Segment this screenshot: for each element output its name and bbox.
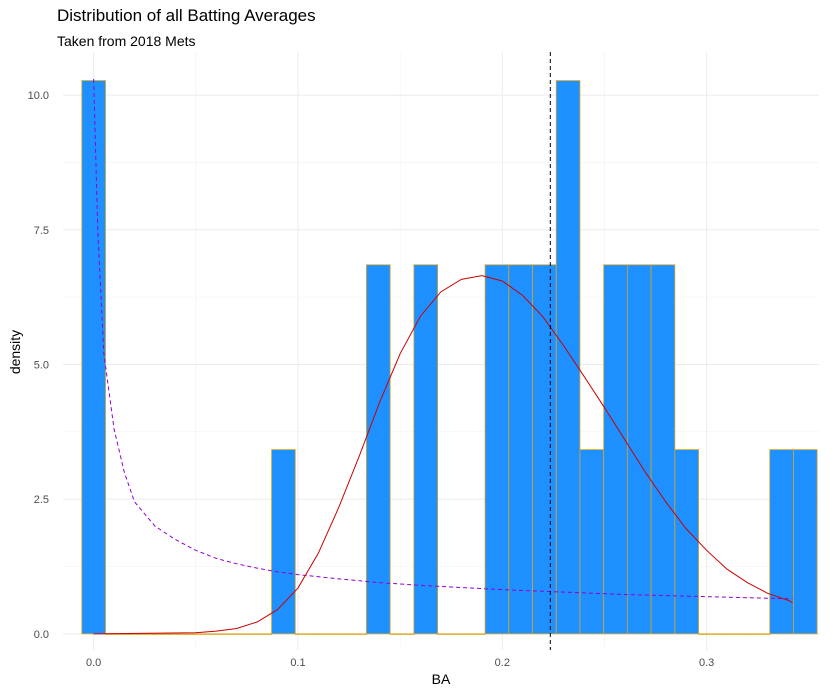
- histogram-bar: [128, 633, 154, 635]
- x-axis-title: BA: [432, 671, 451, 687]
- histogram-bar: [745, 633, 771, 635]
- y-tick-label: 7.5: [34, 225, 49, 237]
- histogram-bars: [81, 80, 818, 635]
- histogram-bar: [176, 633, 201, 635]
- histogram-bar: [603, 264, 628, 635]
- grid-lines: [63, 52, 819, 650]
- chart-title: Distribution of all Batting Averages: [57, 6, 316, 25]
- histogram-bar: [793, 449, 818, 635]
- histogram-bar: [698, 633, 723, 635]
- histogram-bar: [721, 633, 747, 635]
- histogram-bar: [579, 449, 605, 635]
- histogram-bar: [389, 633, 415, 635]
- chart-subtitle: Taken from 2018 Mets: [57, 33, 196, 49]
- y-tick-label: 10.0: [28, 90, 49, 102]
- histogram-bar: [199, 633, 225, 635]
- x-tick-label: 0.3: [699, 657, 714, 669]
- histogram-bar: [532, 264, 557, 635]
- histogram-bar: [413, 264, 439, 635]
- histogram-bar: [366, 264, 391, 635]
- kde-curve: [93, 78, 793, 600]
- histogram-bar: [318, 633, 344, 635]
- histogram-bar: [437, 633, 462, 635]
- y-tick-label: 2.5: [34, 494, 49, 506]
- histogram-bar: [650, 264, 676, 635]
- density-curves: [93, 52, 793, 650]
- x-tick-label: 0.2: [495, 657, 510, 669]
- histogram-bar: [555, 80, 581, 635]
- histogram-bar: [484, 264, 510, 635]
- histogram-bar: [460, 633, 486, 635]
- histogram-bar: [152, 633, 178, 635]
- histogram-bar: [223, 633, 249, 635]
- y-tick-label: 5.0: [34, 359, 49, 371]
- histogram-bar: [294, 633, 320, 635]
- histogram-bar: [342, 633, 367, 635]
- histogram-bar: [247, 633, 272, 635]
- histogram-bar: [674, 449, 699, 635]
- axis-ticks: 0.0 0.1 0.2 0.3 0.0 2.5 5.0 7.5 10.0: [28, 90, 715, 669]
- histogram-bar: [271, 449, 296, 635]
- normal-fit-curve: [93, 275, 793, 635]
- y-tick-label: 0.0: [34, 629, 49, 641]
- histogram-bar: [769, 449, 794, 635]
- x-tick-label: 0.1: [290, 657, 305, 669]
- y-axis-title: density: [7, 330, 23, 374]
- histogram-bar: [81, 80, 106, 635]
- x-tick-label: 0.0: [86, 657, 101, 669]
- histogram-bar: [508, 264, 533, 635]
